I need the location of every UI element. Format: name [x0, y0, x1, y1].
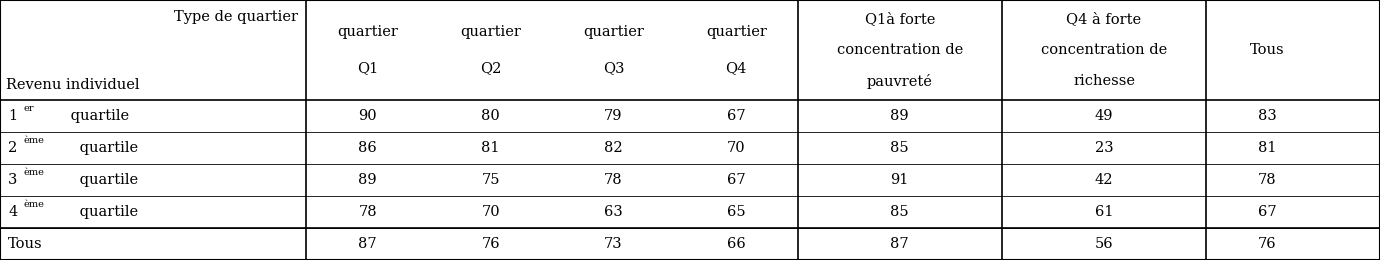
Text: 89: 89: [890, 109, 909, 123]
Text: 78: 78: [604, 173, 622, 187]
Text: pauvreté: pauvreté: [867, 74, 933, 89]
Text: Q4 à forte: Q4 à forte: [1067, 12, 1141, 26]
Text: 83: 83: [1259, 109, 1276, 123]
Text: 89: 89: [359, 173, 377, 187]
Text: er: er: [23, 104, 34, 113]
Text: 78: 78: [359, 205, 377, 219]
Text: quartile: quartile: [76, 205, 138, 219]
Text: 42: 42: [1094, 173, 1114, 187]
Text: 85: 85: [890, 141, 909, 155]
Text: 67: 67: [1259, 205, 1276, 219]
Text: 75: 75: [482, 173, 500, 187]
Text: quartier: quartier: [582, 25, 644, 39]
Text: Q4: Q4: [726, 61, 747, 75]
Text: 61: 61: [1094, 205, 1114, 219]
Text: 76: 76: [1259, 237, 1276, 251]
Text: Q1: Q1: [357, 61, 378, 75]
Text: 4: 4: [8, 205, 18, 219]
Text: 87: 87: [890, 237, 909, 251]
Text: 56: 56: [1094, 237, 1114, 251]
Text: Type de quartier: Type de quartier: [174, 10, 298, 24]
Text: 87: 87: [359, 237, 377, 251]
Text: Revenu individuel: Revenu individuel: [6, 78, 139, 92]
Text: 90: 90: [359, 109, 377, 123]
Text: 2: 2: [8, 141, 18, 155]
Text: ème: ème: [23, 200, 44, 209]
Text: Q3: Q3: [603, 61, 624, 75]
Text: 66: 66: [727, 237, 745, 251]
Text: 81: 81: [1259, 141, 1276, 155]
Text: concentration de: concentration de: [836, 43, 963, 57]
Text: Tous: Tous: [8, 237, 43, 251]
Text: 85: 85: [890, 205, 909, 219]
Text: quartile: quartile: [66, 109, 130, 123]
Text: 79: 79: [604, 109, 622, 123]
Text: 70: 70: [727, 141, 745, 155]
Text: quartier: quartier: [337, 25, 399, 39]
Text: 49: 49: [1094, 109, 1114, 123]
Text: Q1à forte: Q1à forte: [865, 12, 934, 26]
Text: 63: 63: [604, 205, 622, 219]
Text: 86: 86: [359, 141, 377, 155]
Text: 65: 65: [727, 205, 745, 219]
Text: 81: 81: [482, 141, 500, 155]
Text: 82: 82: [604, 141, 622, 155]
Text: 91: 91: [890, 173, 909, 187]
Text: 3: 3: [8, 173, 18, 187]
Text: 70: 70: [482, 205, 500, 219]
Text: Q2: Q2: [480, 61, 501, 75]
Text: quartile: quartile: [76, 141, 138, 155]
Text: 1: 1: [8, 109, 18, 123]
Text: 23: 23: [1094, 141, 1114, 155]
Text: ème: ème: [23, 136, 44, 145]
Text: 80: 80: [482, 109, 500, 123]
Text: ème: ème: [23, 168, 44, 177]
Text: richesse: richesse: [1074, 74, 1134, 88]
Text: quartile: quartile: [76, 173, 138, 187]
Text: 73: 73: [604, 237, 622, 251]
Text: Tous: Tous: [1250, 43, 1285, 57]
Text: quartier: quartier: [460, 25, 522, 39]
Text: 67: 67: [727, 109, 745, 123]
Text: 67: 67: [727, 173, 745, 187]
Text: 76: 76: [482, 237, 500, 251]
Text: quartier: quartier: [705, 25, 767, 39]
Text: concentration de: concentration de: [1041, 43, 1167, 57]
Text: 78: 78: [1259, 173, 1276, 187]
